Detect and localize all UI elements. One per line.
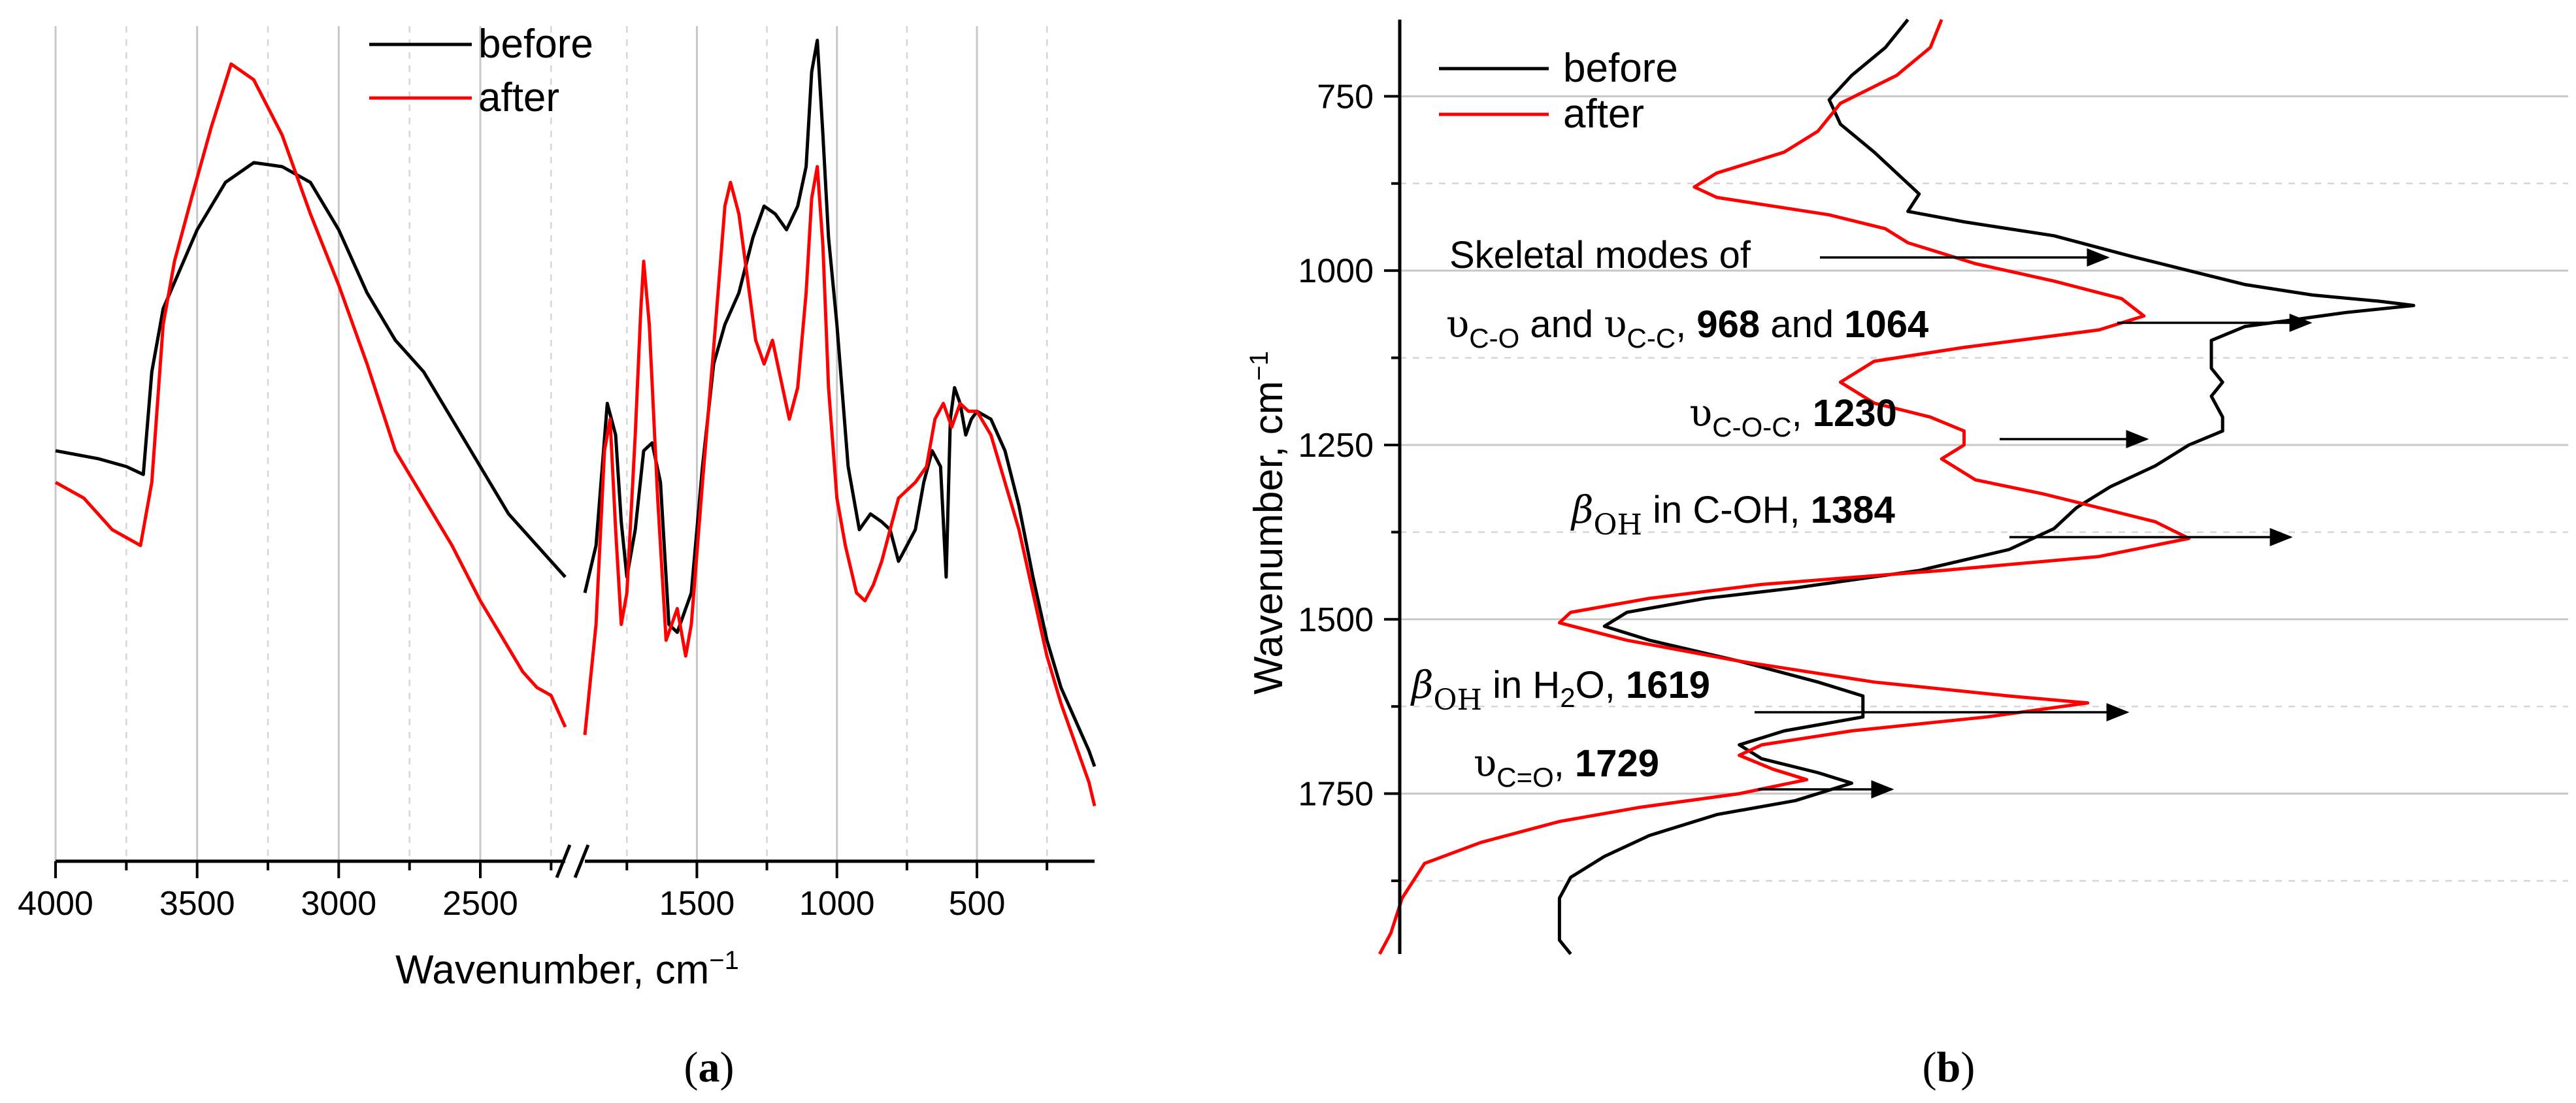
chart-a-tick-label-2500: 2500 — [442, 885, 518, 923]
chart-a-series-before-segment-1 — [583, 39, 1097, 767]
chart-a-x-axis-title: Wavenumber, cm−1 — [395, 946, 739, 993]
panel-label-b: (b) — [1923, 1044, 1975, 1091]
chart-b-annotation-co-cc: υC-O and υC-C, 968 and 1064 — [1446, 302, 2313, 354]
chart-a-series-after-segment-0 — [54, 62, 567, 728]
chart-b-legend: before after — [1439, 46, 1678, 137]
chart-a-tick-label-1000: 1000 — [799, 885, 875, 923]
chart-b-annotation-oh-h2o: βOH in H2O, 1619 — [1410, 663, 2130, 721]
chart-b-tick-label-1500: 1500 — [1298, 601, 1374, 639]
panel-label-a: (a) — [684, 1044, 735, 1091]
chart-b-series-after — [1378, 19, 2191, 955]
chart-b-annotation-skeletal: Skeletal modes of — [1449, 234, 2110, 276]
chart-b-legend-label-before: before — [1563, 46, 1678, 91]
chart-a-series — [54, 39, 1097, 806]
chart-a-series-after-segment-1 — [583, 165, 1097, 806]
chart-b-y-axis — [1384, 20, 1402, 954]
chart-a-tick-label-3500: 3500 — [159, 885, 235, 923]
chart-b-y-axis-title: Wavenumber, cm−1 — [1245, 351, 1291, 695]
chart-b-series — [1378, 18, 2416, 955]
svg-text:βOH in C-OH, 1384: βOH in C-OH, 1384 — [1570, 487, 1895, 542]
svg-text:υC-O and υC-C, 968 and 1064: υC-O and υC-C, 968 and 1064 — [1446, 302, 1928, 354]
chart-a-legend-label-before: before — [478, 22, 593, 67]
chart-panel-b: 750 1000 1250 1500 1750 Wavenumber, cm−1 bef… — [1245, 18, 2568, 1091]
chart-b-annotation-coc: υC-O-C, 1230 — [1689, 391, 2149, 448]
chart-a-tick-label-3000: 3000 — [301, 885, 376, 923]
svg-text:υC=O, 1729: υC=O, 1729 — [1474, 741, 1659, 793]
svg-text:Skeletal modes of: Skeletal modes of — [1449, 234, 1751, 276]
chart-a-tick-label-1500: 1500 — [659, 885, 735, 923]
chart-a-series-before-segment-0 — [55, 161, 567, 578]
chart-a-tick-label-4000: 4000 — [18, 885, 93, 923]
svg-text:υC-O-C, 1230: υC-O-C, 1230 — [1689, 391, 1897, 442]
chart-b-legend-label-after: after — [1563, 91, 1644, 137]
chart-b-series-before — [1557, 18, 2416, 955]
chart-a-tick-label-500: 500 — [949, 885, 1006, 923]
chart-b-tick-label-750: 750 — [1317, 78, 1374, 116]
chart-a-axis-break-right — [573, 844, 590, 878]
chart-b-tick-labels: 750 1000 1250 1500 1750 — [1298, 78, 1374, 813]
chart-a-gridlines — [54, 26, 1048, 861]
chart-b-annotation-oh-coh: βOH in C-OH, 1384 — [1570, 487, 2293, 546]
chart-a-legend: before after — [369, 22, 593, 120]
chart-b-tick-label-1750: 1750 — [1298, 776, 1374, 814]
chart-a-x-axis — [54, 844, 1095, 878]
chart-a-tick-labels: 4000 3500 3000 2500 1500 1000 500 — [18, 885, 1005, 923]
chart-b-gridlines — [1400, 95, 2568, 882]
chart-b-tick-label-1000: 1000 — [1298, 252, 1374, 290]
chart-a-axis-break-left — [555, 844, 572, 878]
chart-b-annotation-co: υC=O, 1729 — [1474, 741, 1894, 798]
chart-b-tick-label-1250: 1250 — [1298, 427, 1374, 465]
chart-panel-a: 4000 3500 3000 2500 1500 1000 500 Wavenumber, … — [18, 22, 1097, 1091]
chart-a-legend-label-after: after — [478, 75, 559, 120]
svg-text:βOH in H2O, 1619: βOH in H2O, 1619 — [1410, 663, 1710, 717]
